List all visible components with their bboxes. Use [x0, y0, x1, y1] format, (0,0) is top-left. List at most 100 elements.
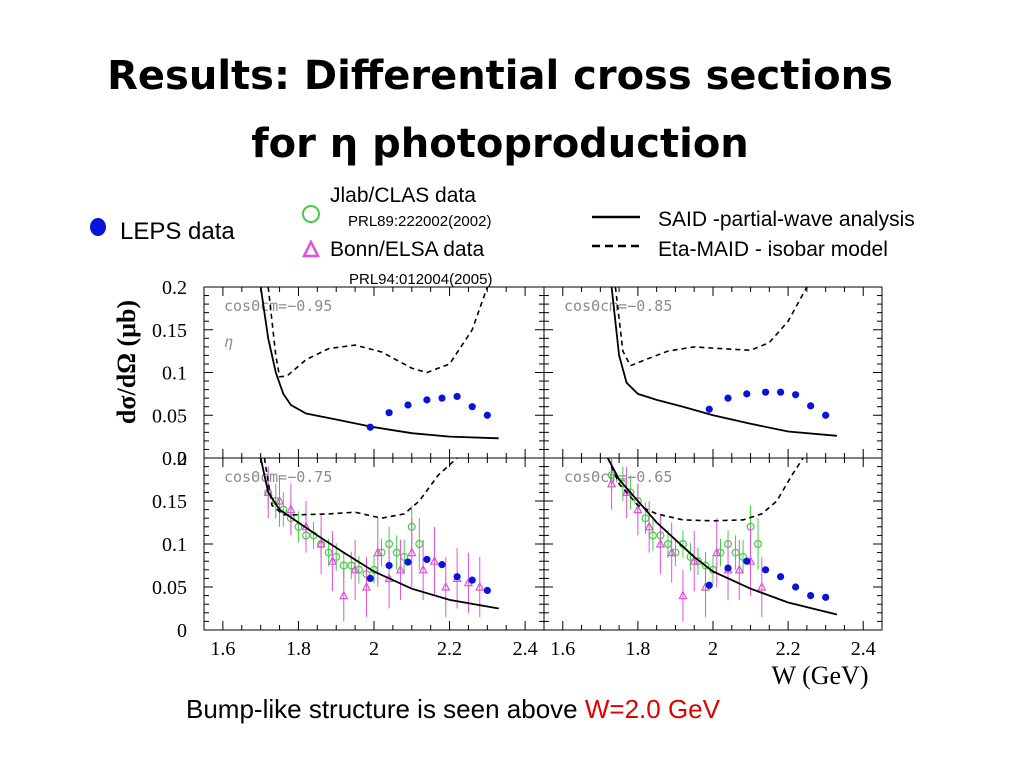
- legend-leps: LEPS data: [120, 218, 235, 245]
- elsa-point: [757, 581, 767, 591]
- leps-point: [777, 388, 785, 396]
- leps-point: [822, 593, 830, 601]
- leps-point: [705, 581, 713, 589]
- y-tick-label: 0: [177, 620, 187, 642]
- clas-point: [754, 539, 763, 548]
- panel-frame: [543, 457, 883, 631]
- x-tick-label: 1.8: [286, 638, 311, 660]
- leps-point: [743, 557, 751, 565]
- elsa-point: [407, 547, 417, 557]
- elsa-point: [723, 564, 733, 574]
- leps-point: [366, 574, 374, 583]
- panel-top-left: cosΘcm=−0.95 η: [203, 286, 545, 459]
- y-tick-label: 0.15: [152, 491, 187, 513]
- clas-point: [633, 497, 642, 506]
- clas-point: [324, 548, 333, 557]
- maid-curve: [614, 287, 808, 367]
- leps-point: [404, 401, 412, 409]
- y-tick-label: 0.05: [152, 405, 187, 427]
- x-axis-title: W (GeV): [772, 661, 869, 690]
- elsa-point: [350, 564, 360, 574]
- leps-point: [761, 566, 770, 574]
- x-tick-label: 2: [369, 638, 379, 660]
- conclusion-text: Bump-like structure is seen above W=2.0 …: [186, 694, 720, 725]
- clas-point: [731, 548, 740, 557]
- clas-point: [339, 561, 348, 570]
- panel-eta-label: η: [224, 333, 233, 351]
- panel-plot-area: cosΘcm=−0.75: [224, 458, 499, 622]
- panel-angle-label: cosΘcm=−0.75: [224, 468, 332, 486]
- dashed-line-icon: [592, 244, 640, 248]
- leps-point: [453, 573, 461, 581]
- x-tick-label: 2: [708, 638, 718, 660]
- leps-point: [423, 396, 431, 404]
- x-tick-label: 1.6: [550, 638, 575, 660]
- clas-point: [317, 539, 326, 548]
- panel-frame: [203, 457, 545, 631]
- said-curve: [259, 287, 499, 440]
- leps-point: [777, 573, 785, 581]
- elsa-point: [655, 538, 666, 548]
- clas-point: [286, 514, 295, 523]
- panel-angle-label: cosΘcm=−0.95: [224, 297, 332, 315]
- x-tick-label: 1.6: [210, 638, 235, 660]
- clas-point: [701, 561, 710, 570]
- leps-point: [761, 388, 770, 396]
- elsa-point: [622, 487, 632, 496]
- conclusion-highlight: W=2.0 GeV: [584, 694, 720, 724]
- elsa-point: [463, 577, 474, 587]
- clas-point: [648, 531, 657, 540]
- clas-point: [739, 552, 748, 561]
- conclusion-prefix: Bump-like structure is seen above: [186, 694, 585, 724]
- elsa-point: [712, 547, 722, 557]
- y-axis-title: dσ/dΩ (μb): [112, 300, 141, 424]
- clas-point: [678, 539, 687, 548]
- legend-elsa: Bonn/ELSA data: [330, 238, 485, 261]
- leps-point: [385, 561, 393, 570]
- elsa-point: [475, 581, 485, 591]
- elsa-point: [263, 487, 273, 496]
- clas-point: [618, 479, 627, 488]
- panel-frame: [203, 286, 545, 459]
- elsa-point: [418, 564, 428, 574]
- clas-point: [347, 561, 356, 570]
- elsa-point: [384, 573, 394, 583]
- elsa-point: [745, 555, 756, 565]
- y-tick-label: 0: [177, 448, 187, 470]
- clas-point: [724, 539, 733, 548]
- elsa-point: [274, 495, 285, 505]
- leps-point: [792, 583, 800, 591]
- elsa-point: [373, 547, 383, 557]
- elsa-marker-icon: [302, 240, 320, 258]
- elsa-point: [429, 555, 440, 565]
- leps-point: [438, 561, 446, 569]
- elsa-point: [607, 478, 617, 488]
- leps-point: [468, 403, 476, 411]
- leps-point: [705, 405, 713, 413]
- clas-point: [370, 565, 379, 574]
- said-curve: [607, 458, 838, 616]
- elsa-point: [327, 555, 338, 565]
- legend-clas: Jlab/CLAS data: [330, 184, 476, 207]
- y-tick-label: 0.2: [162, 448, 187, 470]
- leps-point: [468, 576, 476, 584]
- clas-point: [362, 570, 371, 579]
- elsa-point: [395, 564, 406, 574]
- panel-plot-area: cosΘcm=−0.65: [564, 458, 838, 622]
- clas-point: [663, 539, 672, 548]
- slide-title-line1: Results: Differential cross sections: [107, 53, 893, 99]
- y-tick-label: 0.2: [162, 277, 187, 299]
- maid-curve: [607, 458, 804, 522]
- leps-point: [453, 392, 461, 401]
- legend-said: SAID -partial-wave analysis: [658, 208, 915, 231]
- clas-point: [686, 552, 695, 561]
- leps-point: [724, 564, 732, 572]
- panel-bottom-left: cosΘcm=−0.75: [203, 457, 545, 631]
- clas-point: [271, 497, 280, 506]
- legend-maid: Eta-MAID - isobar model: [658, 238, 888, 261]
- clas-point: [392, 548, 401, 557]
- y-tick-label: 0.05: [152, 577, 187, 599]
- leps-point: [438, 394, 446, 402]
- legend-elsa-ref: PRL94:012004(2005): [349, 271, 493, 288]
- leps-point: [404, 558, 412, 566]
